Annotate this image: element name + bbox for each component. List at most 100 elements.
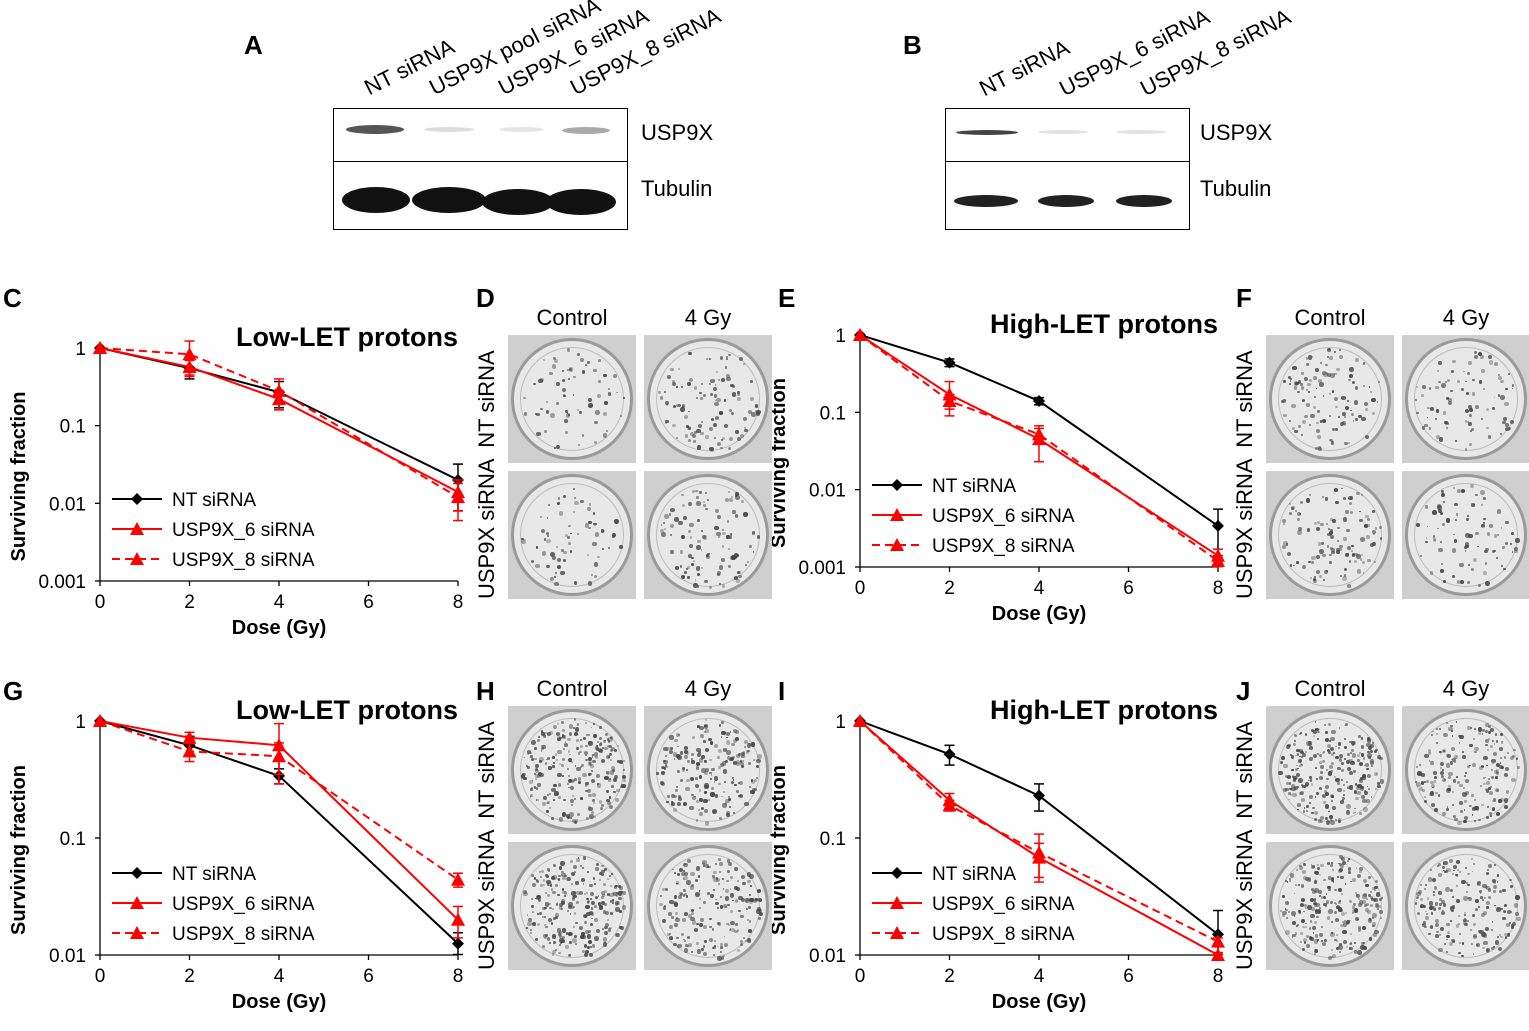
colony: [664, 905, 667, 907]
colony: [565, 945, 569, 949]
colony: [748, 906, 751, 910]
colony: [735, 736, 739, 741]
legend-marker: [130, 896, 144, 909]
colony: [600, 529, 605, 533]
colony: [1345, 922, 1349, 926]
colony: [1471, 567, 1475, 571]
colony: [591, 756, 594, 758]
colony: [534, 412, 537, 415]
colony: [1297, 390, 1300, 393]
colony: [607, 546, 610, 549]
colony: [1293, 776, 1297, 780]
colony: [614, 775, 619, 780]
colony: [1433, 538, 1436, 541]
colony: [663, 760, 666, 763]
colony: [1443, 732, 1448, 738]
colony: [716, 370, 719, 373]
colony: [696, 922, 699, 926]
x-tick-label: 0: [95, 592, 106, 613]
colony: [1446, 805, 1449, 808]
colony: [1315, 767, 1317, 769]
colony: [1334, 901, 1337, 905]
colony: [748, 785, 751, 789]
colony: [1312, 898, 1316, 902]
colony: [1437, 890, 1440, 894]
colony: [757, 917, 761, 921]
colony: [571, 819, 577, 824]
colony: [611, 901, 615, 905]
colony: [616, 391, 618, 394]
colony: [555, 949, 558, 952]
colony: [567, 902, 573, 907]
dish-plate: [647, 338, 769, 460]
colony: [537, 898, 542, 902]
colony: [667, 932, 671, 936]
colony: [569, 816, 573, 820]
colony: [1346, 400, 1349, 403]
colony: [726, 813, 731, 818]
colony: [1430, 802, 1435, 807]
colony: [541, 944, 545, 948]
colony: [550, 921, 554, 925]
colony: [1323, 902, 1327, 907]
colony: [1515, 912, 1520, 917]
colony: [1351, 741, 1355, 745]
colony: [602, 910, 606, 914]
colony: [1415, 386, 1419, 389]
colony: [575, 858, 580, 863]
colony: [1370, 542, 1375, 547]
colony: [700, 420, 704, 424]
colony: [1331, 550, 1336, 555]
colony: [759, 898, 763, 902]
colony: [577, 813, 581, 816]
x-axis-label: Dose (Gy): [992, 991, 1086, 1013]
colony: [1485, 743, 1489, 747]
colony: [1360, 737, 1364, 740]
colony: [1283, 763, 1288, 769]
colony: [552, 764, 556, 768]
colony: [551, 934, 556, 939]
legend-entry-2: USP9X_8 siRNA: [872, 924, 1075, 945]
colony: [576, 891, 581, 896]
colony: [709, 758, 713, 762]
colony: [1467, 896, 1473, 902]
colony: [531, 740, 536, 745]
column-header-control: Control: [1294, 676, 1366, 701]
colony: [614, 797, 620, 803]
colony: [738, 357, 743, 362]
colony: [1344, 416, 1347, 419]
colony: [1335, 755, 1339, 760]
colony: [1435, 923, 1440, 928]
colony: [529, 779, 534, 785]
colony: [739, 761, 745, 766]
colony: [573, 496, 576, 500]
colony: [577, 752, 581, 755]
colony: [1452, 790, 1455, 794]
colony: [1304, 414, 1308, 419]
colony: [1330, 439, 1334, 443]
colony: [568, 414, 571, 417]
colony: [1430, 780, 1434, 785]
colony: [711, 928, 715, 931]
colony: [1480, 418, 1483, 421]
colony: [1343, 757, 1346, 760]
colony: [685, 425, 689, 428]
colony: [728, 805, 732, 809]
colony: [1434, 918, 1439, 923]
colony: [1374, 889, 1377, 892]
colony: [1482, 946, 1485, 950]
colony: [1337, 887, 1343, 892]
colony: [1305, 922, 1307, 925]
colony: [1334, 911, 1338, 915]
dish-plate: [511, 845, 633, 967]
colony: [1309, 746, 1313, 750]
colony: [1503, 416, 1507, 421]
colony: [1479, 891, 1482, 894]
colony: [587, 581, 593, 586]
colony: [1327, 956, 1332, 961]
colony: [1369, 749, 1374, 754]
colony: [1511, 551, 1514, 554]
colony: [1322, 895, 1327, 900]
colony: [743, 426, 747, 430]
colony: [1296, 808, 1299, 811]
